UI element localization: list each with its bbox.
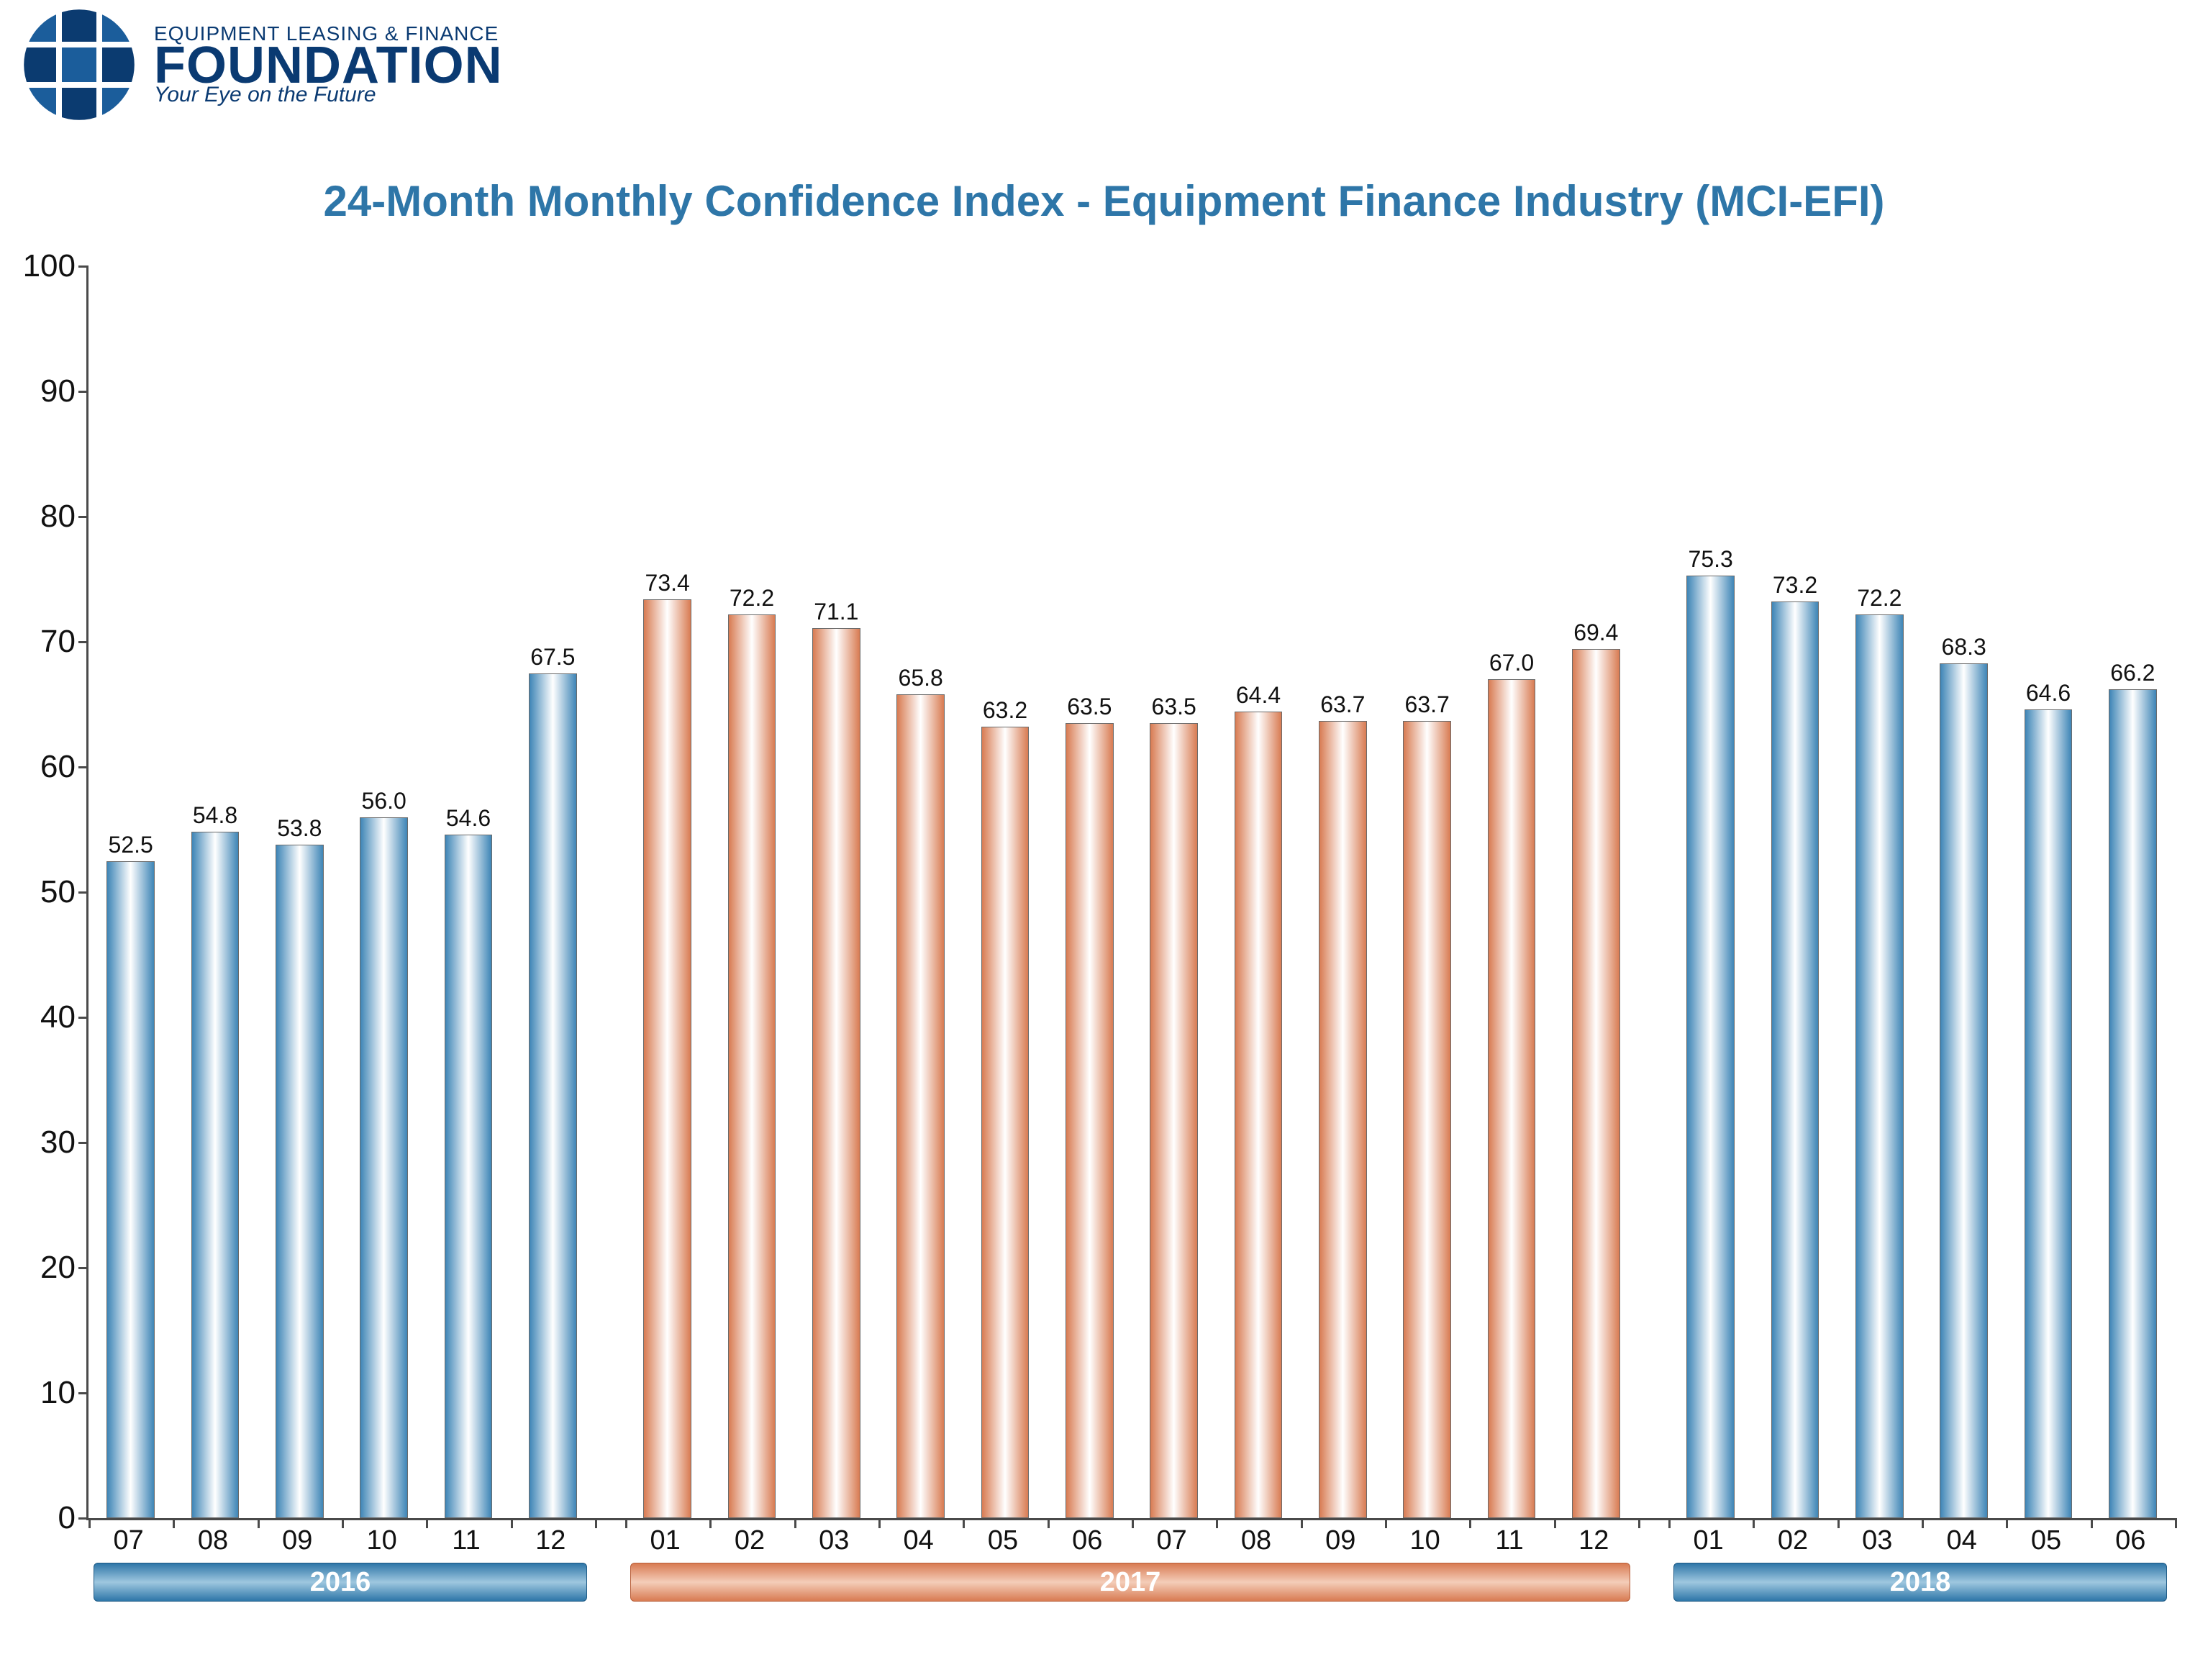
x-tick (2175, 1518, 2177, 1528)
bar-value-label: 71.1 (814, 599, 858, 625)
bar-value-label: 67.5 (530, 644, 575, 671)
bar: 67.5 (529, 673, 577, 1519)
chart-title: 24-Month Monthly Confidence Index - Equi… (0, 176, 2208, 226)
bar: 69.4 (1572, 649, 1620, 1518)
bar-value-label: 64.4 (1236, 682, 1281, 709)
x-axis-month-label: 08 (1214, 1525, 1298, 1556)
bar-value-label: 67.0 (1489, 650, 1534, 676)
bar-value-label: 63.2 (983, 697, 1027, 724)
x-axis-month-label: 06 (1045, 1525, 1130, 1556)
x-axis-month-label: 09 (1299, 1525, 1383, 1556)
bar-value-label: 53.8 (277, 815, 322, 842)
logo-main: FOUNDATION (154, 42, 503, 89)
bar-value-label: 56.0 (362, 788, 406, 814)
x-axis-month-label: 04 (1919, 1525, 2004, 1556)
x-axis-month-label: 05 (2004, 1525, 2088, 1556)
bar: 63.7 (1319, 721, 1367, 1518)
bar: 56.0 (360, 817, 408, 1518)
x-axis-month-label: 12 (509, 1525, 593, 1556)
y-axis-label: 30 (40, 1125, 88, 1161)
x-axis-month-label: 11 (1467, 1525, 1551, 1556)
x-axis-month-label: 03 (792, 1525, 876, 1556)
y-axis-label: 70 (40, 624, 88, 660)
x-axis-month-label: 02 (1750, 1525, 1835, 1556)
bar: 63.5 (1066, 723, 1114, 1518)
x-axis-month-label: 07 (1130, 1525, 1214, 1556)
x-axis-month-label: 08 (171, 1525, 255, 1556)
y-axis-label: 20 (40, 1250, 88, 1286)
x-axis-month-label: 03 (1835, 1525, 1919, 1556)
bar-value-label: 69.4 (1573, 619, 1618, 646)
bar-value-label: 64.6 (2026, 680, 2071, 707)
x-axis-month-label: 10 (1383, 1525, 1467, 1556)
y-axis-label: 60 (40, 749, 88, 785)
bar: 71.1 (812, 628, 860, 1518)
bar-value-label: 63.5 (1067, 694, 1112, 720)
y-axis-label: 100 (23, 248, 88, 284)
y-axis-label: 10 (40, 1375, 88, 1411)
x-axis-month-label: 09 (255, 1525, 340, 1556)
bar-value-label: 65.8 (899, 665, 943, 691)
bar: 63.7 (1403, 721, 1451, 1518)
bar: 54.6 (445, 835, 493, 1518)
x-axis-month-label: 02 (707, 1525, 791, 1556)
bar-value-label: 63.7 (1320, 691, 1365, 718)
bar: 54.8 (191, 832, 240, 1518)
y-axis-label: 50 (40, 874, 88, 910)
bar: 75.3 (1686, 576, 1735, 1518)
x-tick (595, 1518, 597, 1528)
bar: 73.4 (643, 599, 691, 1518)
x-axis-month-label: 01 (623, 1525, 707, 1556)
bar-value-label: 63.7 (1405, 691, 1450, 718)
bar: 64.6 (2025, 709, 2073, 1518)
bar-value-label: 73.4 (645, 570, 690, 596)
bar: 67.0 (1488, 679, 1536, 1518)
x-axis-month-label: 05 (960, 1525, 1045, 1556)
x-axis-month-label: 11 (424, 1525, 508, 1556)
y-axis-label: 80 (40, 499, 88, 535)
bar-value-label: 68.3 (1942, 634, 1986, 660)
bar-value-label: 72.2 (1857, 585, 1902, 612)
x-tick (1638, 1518, 1640, 1528)
x-axis-month-label: 12 (1552, 1525, 1636, 1556)
bar-value-label: 66.2 (2110, 660, 2155, 686)
x-axis-month-label: 10 (340, 1525, 424, 1556)
bar: 73.2 (1771, 601, 1819, 1518)
bar: 63.5 (1150, 723, 1198, 1518)
bar: 68.3 (1940, 663, 1988, 1518)
x-axis-month-label: 04 (876, 1525, 960, 1556)
x-axis-month-label: 07 (86, 1525, 171, 1556)
x-axis-month-label: 06 (2089, 1525, 2173, 1556)
bar: 66.2 (2109, 689, 2157, 1518)
bar-chart: 010203040506070809010052.554.853.856.054… (86, 266, 2175, 1520)
bar: 53.8 (276, 845, 324, 1518)
logo-mark-icon (22, 7, 137, 122)
year-group-pill: 2017 (630, 1563, 1630, 1602)
bar: 52.5 (106, 861, 155, 1519)
bar: 72.2 (728, 614, 776, 1518)
year-group-pill: 2016 (94, 1563, 587, 1602)
bar: 65.8 (896, 694, 945, 1518)
bar-value-label: 72.2 (730, 585, 774, 612)
bar-value-label: 52.5 (109, 832, 153, 858)
bar-value-label: 54.6 (446, 805, 491, 832)
y-axis-label: 90 (40, 373, 88, 409)
bar-value-label: 63.5 (1152, 694, 1196, 720)
y-axis-label: 0 (58, 1500, 88, 1536)
bar: 63.2 (981, 727, 1030, 1518)
x-axis-month-label: 01 (1666, 1525, 1750, 1556)
bar: 72.2 (1855, 614, 1904, 1518)
year-group-pill: 2018 (1673, 1563, 2167, 1602)
bar: 64.4 (1235, 712, 1283, 1518)
bar-value-label: 75.3 (1689, 546, 1733, 573)
bar-value-label: 54.8 (193, 802, 237, 829)
y-axis-label: 40 (40, 999, 88, 1035)
brand-logo: EQUIPMENT LEASING & FINANCE FOUNDATION Y… (22, 7, 503, 122)
bar-value-label: 73.2 (1773, 572, 1817, 599)
